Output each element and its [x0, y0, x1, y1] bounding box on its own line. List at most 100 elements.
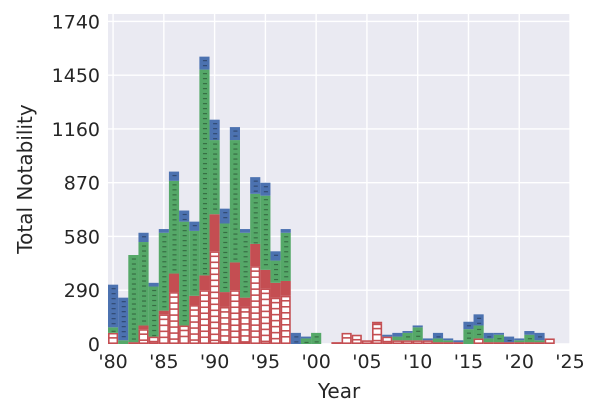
x-axis-label: Year [317, 379, 361, 403]
bar-segment [351, 334, 362, 344]
bar-segment [290, 332, 301, 344]
bar-segment [422, 340, 433, 344]
bar-segment [250, 177, 261, 194]
x-tick-label: '80 [98, 351, 127, 373]
bar-segment [260, 195, 271, 270]
bar-segment [534, 340, 545, 343]
bar-segment [412, 327, 423, 341]
bar-segment [209, 214, 220, 252]
bar-segment [453, 340, 464, 343]
bar-segment [432, 332, 444, 339]
bar-segment [138, 329, 149, 344]
bar-segment [240, 232, 251, 298]
bar-segment [168, 180, 180, 274]
bar-segment [371, 323, 383, 344]
bar-segment [260, 182, 271, 196]
bar-segment [158, 310, 169, 315]
bar-segment [372, 321, 383, 324]
bar-segment [250, 266, 261, 345]
bar-segment [280, 229, 291, 233]
bar-segment [209, 251, 220, 345]
bar-segment [392, 332, 403, 337]
bar-segment [463, 321, 474, 330]
bar-segment [168, 171, 180, 181]
x-tick-label: '85 [149, 351, 178, 373]
x-tick-label: '25 [555, 351, 584, 373]
bar-segment [199, 275, 210, 291]
y-tick-label: 1450 [52, 65, 100, 87]
x-tick-labels: '80 '85 '90 '95 '00 '05 '10 '15 '20 '25 [98, 351, 584, 373]
bar-segment [392, 340, 403, 344]
bar-segment [382, 336, 393, 345]
x-tick-label: '90 [200, 351, 229, 373]
bar-segment [199, 290, 210, 344]
bar-segment [240, 306, 251, 344]
x-tick-label: '00 [301, 351, 330, 373]
bar-segment [504, 336, 515, 343]
bar-segment [260, 288, 271, 345]
bar-segment [148, 286, 159, 337]
bar-segment [168, 273, 180, 293]
bar-segment [158, 232, 169, 311]
bar-segment [524, 334, 535, 343]
bar-segment [138, 232, 149, 243]
bar-segment [229, 140, 240, 263]
bar-segment [108, 332, 119, 344]
y-tick-labels: 0 290 580 870 1160 1450 1740 [52, 11, 100, 356]
bar-segment [514, 340, 525, 343]
bar-segment [270, 260, 281, 283]
bar-segment [189, 305, 200, 344]
y-tick-label: 0 [88, 334, 100, 356]
bar-segment [158, 229, 169, 233]
y-tick-label: 1740 [52, 11, 100, 33]
bar-segment [240, 297, 251, 307]
bar-segment [280, 232, 291, 281]
y-tick-label: 1160 [52, 119, 100, 141]
bar-segment [361, 340, 372, 344]
bar-segment [199, 56, 210, 70]
bar-segment [280, 280, 291, 296]
bar-segment [514, 338, 525, 341]
bar-segment [422, 338, 433, 341]
bar-segment [229, 127, 240, 141]
bar-segment [402, 331, 413, 333]
bar-segment [199, 69, 210, 276]
bar-segment [209, 119, 220, 141]
bar-segment [534, 332, 545, 341]
bar-segment [260, 269, 271, 289]
y-tick-label: 870 [64, 173, 100, 195]
bar-segment [443, 340, 454, 343]
bar-segment [138, 325, 149, 330]
bar-segment [300, 336, 312, 339]
bar-segment [219, 292, 230, 307]
x-tick-label: '20 [505, 351, 534, 373]
bar-segment [148, 336, 159, 345]
bar-segment [179, 325, 190, 345]
bar-segment [382, 334, 393, 337]
bar-segment [412, 340, 423, 344]
bar-segment [270, 251, 281, 261]
bar-segment [189, 230, 200, 296]
bar-segment [250, 243, 261, 267]
bar-segment [158, 314, 169, 345]
bar-segment [189, 295, 200, 306]
x-tick-label: '05 [352, 351, 381, 373]
bar-segment [168, 292, 180, 345]
bar-segment [544, 338, 555, 344]
bar-segment [229, 290, 240, 344]
bar-segment [300, 338, 312, 344]
x-tick-label: '95 [251, 351, 280, 373]
bar-segment [493, 332, 504, 335]
bars [108, 56, 555, 345]
bar-segment [270, 282, 281, 298]
bar-segment [493, 334, 504, 343]
bar-segment [229, 262, 240, 291]
bar-segment [524, 331, 535, 335]
y-axis-label: Total Notability [13, 104, 37, 255]
bar-segment [108, 284, 119, 328]
bar-segment [209, 140, 220, 215]
bar-segment [432, 338, 444, 343]
bar-segment [138, 242, 149, 326]
bar-segment [311, 332, 322, 344]
